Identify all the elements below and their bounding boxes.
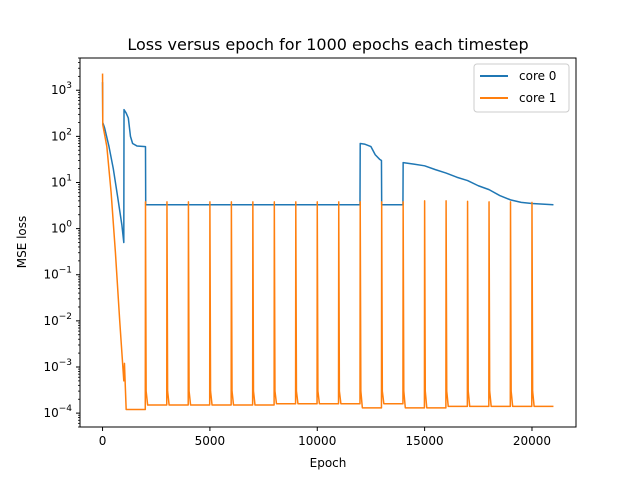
y-tick-label: 10−2: [43, 312, 72, 328]
legend: core 0 core 1: [473, 63, 570, 113]
y-tick-label: 10−3: [43, 358, 72, 374]
x-tick-label: 5000: [195, 434, 226, 448]
y-axis: 10−4 10−3 10−2 10−1 100 101 102 103: [43, 57, 80, 428]
y-tick-label: 102: [51, 127, 72, 143]
series-line-core-1: [101, 73, 554, 411]
chart-title: Loss versus epoch for 1000 epochs each t…: [127, 35, 528, 54]
legend-label-core-0: core 0: [519, 69, 556, 83]
y-axis-label: MSE loss: [15, 216, 29, 269]
x-tick-label: 10000: [298, 434, 336, 448]
x-axis: 0 5000 10000 15000 20000: [99, 427, 551, 448]
x-axis-label: Epoch: [310, 456, 347, 470]
y-tick-label: 101: [51, 173, 72, 189]
series-line-core-0: [101, 82, 554, 244]
y-tick-label: 10−1: [43, 266, 72, 282]
y-tick-label: 100: [51, 220, 72, 236]
x-tick-label: 15000: [406, 434, 444, 448]
y-tick-label: 103: [51, 81, 72, 97]
x-tick-label: 0: [99, 434, 107, 448]
series-layer: [101, 73, 554, 411]
y-tick-label: 10−4: [43, 404, 72, 420]
legend-label-core-1: core 1: [519, 91, 556, 105]
x-tick-label: 20000: [513, 434, 551, 448]
